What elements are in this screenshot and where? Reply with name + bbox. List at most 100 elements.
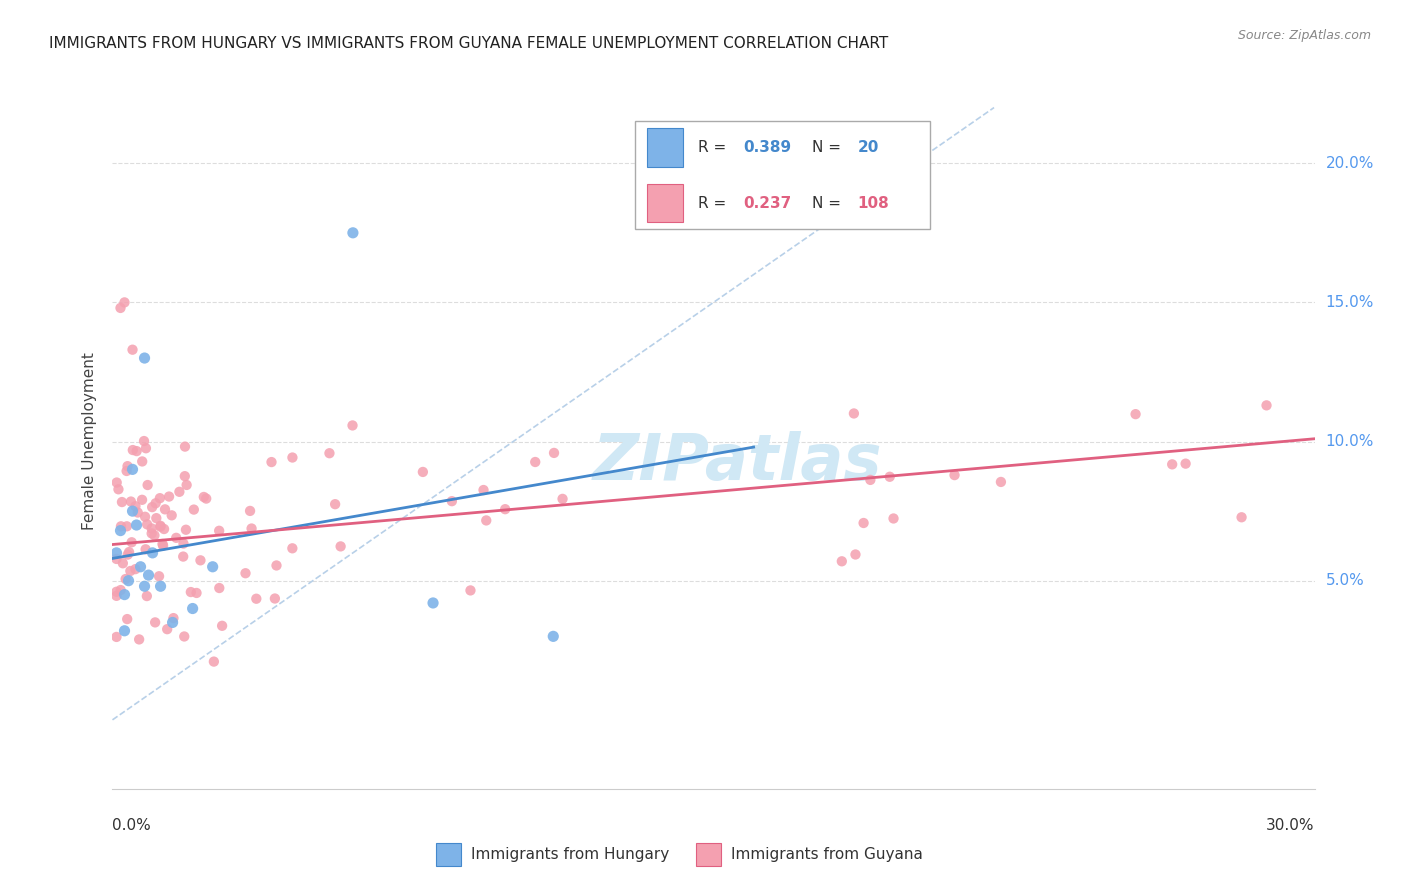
- Point: [115, 519, 138, 533]
- Text: 20.0%: 20.0%: [1326, 156, 1374, 170]
- Point: [160, 508, 183, 523]
- Point: [543, 629, 565, 643]
- Point: [153, 502, 176, 516]
- Point: [125, 444, 148, 458]
- Point: [141, 546, 163, 560]
- Point: [128, 632, 150, 647]
- Text: 0.0%: 0.0%: [112, 818, 152, 832]
- Point: [105, 584, 128, 599]
- Point: [1125, 407, 1147, 421]
- Point: [239, 504, 262, 518]
- Point: [412, 465, 434, 479]
- Point: [852, 516, 875, 530]
- Text: R =: R =: [697, 140, 731, 155]
- Point: [264, 591, 287, 606]
- Text: 30.0%: 30.0%: [1267, 818, 1315, 832]
- Text: 5.0%: 5.0%: [1326, 574, 1364, 588]
- Point: [240, 522, 263, 536]
- Point: [172, 549, 194, 564]
- Point: [136, 478, 159, 492]
- Point: [149, 518, 172, 533]
- Point: [281, 541, 304, 556]
- Point: [169, 484, 191, 499]
- Point: [120, 494, 142, 508]
- Text: 20: 20: [858, 140, 879, 155]
- Point: [120, 564, 142, 578]
- Text: 108: 108: [858, 195, 890, 211]
- Y-axis label: Female Unemployment: Female Unemployment: [82, 352, 97, 531]
- Point: [844, 548, 866, 562]
- Point: [1174, 457, 1197, 471]
- Point: [111, 556, 134, 570]
- Point: [472, 483, 495, 497]
- Point: [141, 526, 163, 541]
- Point: [107, 483, 129, 497]
- Point: [879, 469, 901, 483]
- Point: [174, 440, 197, 454]
- Point: [524, 455, 547, 469]
- Point: [105, 552, 128, 566]
- Point: [422, 596, 444, 610]
- Point: [148, 569, 170, 583]
- Point: [152, 537, 174, 551]
- Point: [245, 591, 267, 606]
- Point: [1230, 510, 1253, 524]
- Point: [494, 502, 516, 516]
- Point: [157, 490, 180, 504]
- Point: [475, 513, 498, 527]
- Point: [136, 517, 159, 532]
- Point: [124, 500, 146, 514]
- Point: [162, 615, 184, 630]
- FancyBboxPatch shape: [647, 128, 683, 167]
- Point: [143, 615, 166, 630]
- Point: [143, 528, 166, 542]
- Point: [172, 536, 194, 550]
- Text: IMMIGRANTS FROM HUNGARY VS IMMIGRANTS FROM GUYANA FEMALE UNEMPLOYMENT CORRELATIO: IMMIGRANTS FROM HUNGARY VS IMMIGRANTS FR…: [49, 36, 889, 51]
- Point: [173, 630, 195, 644]
- Text: Source: ZipAtlas.com: Source: ZipAtlas.com: [1237, 29, 1371, 42]
- Point: [141, 500, 163, 515]
- Point: [551, 491, 574, 506]
- Point: [318, 446, 340, 460]
- Point: [193, 490, 215, 504]
- Point: [208, 524, 231, 538]
- Point: [149, 579, 172, 593]
- Point: [115, 464, 138, 478]
- Text: N =: N =: [813, 140, 846, 155]
- Point: [183, 502, 205, 516]
- Text: Immigrants from Guyana: Immigrants from Guyana: [731, 847, 922, 862]
- Text: 15.0%: 15.0%: [1326, 295, 1374, 310]
- Point: [1256, 398, 1278, 412]
- Point: [114, 588, 136, 602]
- Point: [195, 491, 218, 506]
- Point: [153, 522, 176, 536]
- Point: [121, 504, 143, 518]
- Point: [162, 611, 184, 625]
- Point: [181, 601, 204, 615]
- Point: [149, 491, 172, 505]
- Point: [543, 446, 565, 460]
- Point: [114, 624, 136, 638]
- Point: [135, 442, 157, 456]
- Point: [266, 558, 288, 573]
- Point: [859, 473, 882, 487]
- Point: [149, 519, 172, 533]
- Point: [127, 506, 149, 520]
- Point: [131, 492, 153, 507]
- Point: [1161, 458, 1184, 472]
- Point: [235, 566, 257, 581]
- Point: [342, 226, 364, 240]
- Point: [129, 559, 152, 574]
- Point: [460, 583, 482, 598]
- Point: [145, 511, 167, 525]
- Point: [132, 434, 155, 448]
- Point: [131, 454, 153, 468]
- Point: [138, 568, 160, 582]
- Point: [440, 494, 463, 508]
- Text: 10.0%: 10.0%: [1326, 434, 1374, 449]
- Point: [281, 450, 304, 465]
- Point: [134, 351, 156, 365]
- Point: [121, 462, 143, 476]
- Point: [211, 619, 233, 633]
- Point: [114, 572, 136, 586]
